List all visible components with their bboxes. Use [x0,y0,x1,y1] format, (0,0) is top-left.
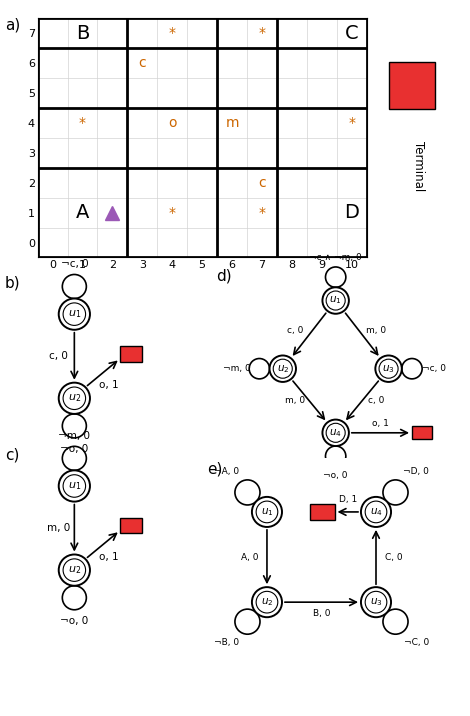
Text: ¬D, 0: ¬D, 0 [403,467,429,476]
Circle shape [361,497,391,527]
Text: a): a) [5,18,20,33]
Text: c: c [139,56,146,70]
Text: $u_4$: $u_4$ [369,506,383,518]
FancyBboxPatch shape [389,62,435,109]
Text: c, 0: c, 0 [49,352,68,361]
Text: ¬c, 0: ¬c, 0 [61,258,88,268]
Circle shape [59,554,90,586]
FancyBboxPatch shape [412,426,432,440]
Text: $u_4$: $u_4$ [329,427,342,439]
Text: *: * [79,116,86,130]
Text: A, 0: A, 0 [241,553,258,561]
Text: $u_2$: $u_2$ [68,564,81,576]
Text: D, 1: D, 1 [339,495,357,504]
Text: m, 0: m, 0 [366,326,386,335]
Text: b): b) [5,276,20,291]
Text: *: * [258,26,266,40]
Text: $u_1$: $u_1$ [329,294,342,306]
FancyBboxPatch shape [120,346,141,362]
Circle shape [252,587,282,617]
Circle shape [361,587,391,617]
Text: e): e) [207,462,222,477]
Text: m: m [225,116,239,130]
Text: Terminal: Terminal [412,141,425,191]
Text: c: c [258,175,266,190]
Circle shape [376,355,402,382]
Text: ¬m, 0: ¬m, 0 [58,430,90,440]
Text: c, 0: c, 0 [287,326,303,335]
Text: c): c) [5,448,19,463]
Text: ¬A, 0: ¬A, 0 [214,467,239,476]
Text: m, 0: m, 0 [47,523,70,533]
Text: *: * [169,205,176,220]
Circle shape [322,287,349,314]
Text: ¬c, 0: ¬c, 0 [423,364,446,373]
Text: ¬B, 0: ¬B, 0 [214,638,239,647]
Text: o, 1: o, 1 [99,380,118,390]
Text: C, 0: C, 0 [385,553,402,561]
Text: ¬m, 0: ¬m, 0 [223,364,251,373]
Circle shape [59,470,90,502]
Text: *: * [258,205,266,220]
Text: c, 0: c, 0 [368,396,384,405]
Text: $u_1$: $u_1$ [68,309,81,320]
Text: d): d) [216,268,232,284]
Text: $u_3$: $u_3$ [382,363,395,374]
FancyBboxPatch shape [120,518,141,533]
Text: ¬o, 0: ¬o, 0 [60,616,88,626]
Circle shape [322,420,349,446]
Circle shape [269,355,296,382]
Text: B: B [76,24,89,43]
Text: C: C [345,24,359,43]
Text: o, 1: o, 1 [372,419,389,428]
FancyBboxPatch shape [310,504,335,520]
Text: o, 1: o, 1 [99,552,118,562]
Text: B, 0: B, 0 [313,609,330,618]
Text: o: o [168,116,176,130]
Text: $u_1$: $u_1$ [68,480,81,492]
Text: $u_1$: $u_1$ [261,506,273,518]
Text: D: D [344,203,359,222]
Text: $u_3$: $u_3$ [370,596,382,608]
Circle shape [59,382,90,414]
Text: *: * [169,26,176,40]
Text: ¬o, 0: ¬o, 0 [60,444,88,454]
Text: $u_2$: $u_2$ [261,596,273,608]
Text: $u_2$: $u_2$ [276,363,289,374]
Circle shape [252,497,282,527]
Text: *: * [348,116,355,130]
Text: ¬c ∧ ¬m, 0: ¬c ∧ ¬m, 0 [309,253,362,262]
Circle shape [59,299,90,330]
Text: A: A [76,203,89,222]
Text: m, 0: m, 0 [285,396,305,405]
Text: ¬C, 0: ¬C, 0 [404,638,429,647]
Text: ¬o, 0: ¬o, 0 [323,471,348,480]
Text: $u_2$: $u_2$ [68,392,81,404]
